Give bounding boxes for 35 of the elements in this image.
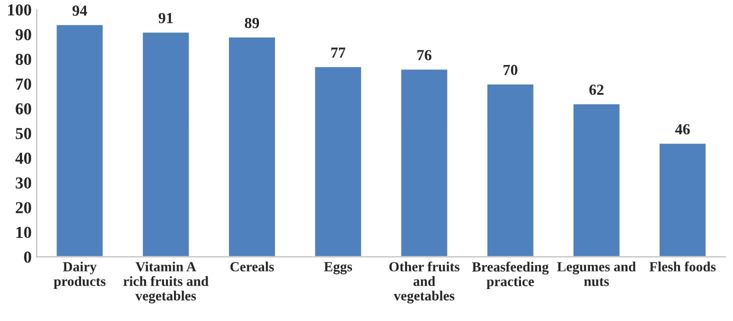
bar bbox=[228, 36, 276, 257]
bar bbox=[314, 66, 362, 257]
bar bbox=[486, 83, 535, 257]
y-tick-label: 0 bbox=[24, 252, 32, 263]
x-tick-label: Dairy products bbox=[54, 262, 106, 289]
bar bbox=[55, 24, 104, 257]
y-tick-label: 90 bbox=[16, 29, 32, 40]
bar bbox=[572, 102, 621, 257]
bar bbox=[658, 142, 707, 257]
y-tick-label: 50 bbox=[16, 128, 32, 140]
data-label: 77 bbox=[331, 48, 346, 58]
data-label: 70 bbox=[504, 64, 518, 76]
y-tick-label: 80 bbox=[16, 54, 32, 66]
x-tick-label: Eggs bbox=[324, 262, 352, 274]
y-tick-label: 60 bbox=[16, 103, 32, 114]
x-tick-label: Vitamin A rich fruits and vegetables bbox=[123, 262, 209, 304]
y-tick-label: 20 bbox=[16, 202, 32, 214]
data-label: 62 bbox=[589, 84, 604, 95]
bar bbox=[400, 68, 449, 257]
x-tick-label: Cereals bbox=[230, 262, 274, 272]
y-tick-label: 30 bbox=[16, 177, 32, 189]
y-tick-label: 100 bbox=[8, 4, 32, 16]
y-tick-label: 40 bbox=[15, 152, 32, 164]
data-label: 89 bbox=[244, 18, 260, 28]
data-label: 91 bbox=[158, 12, 173, 24]
y-tick-label: 10 bbox=[16, 226, 32, 238]
x-tick-label: Legumes and nuts bbox=[557, 262, 636, 286]
x-tick-label: Flesh foods bbox=[649, 262, 716, 272]
data-label: 46 bbox=[675, 124, 690, 134]
x-tick-label: Breasfeeding practice bbox=[472, 262, 549, 290]
data-label: 94 bbox=[72, 6, 88, 16]
y-tick-label: 70 bbox=[16, 78, 32, 90]
data-label: 76 bbox=[417, 50, 432, 60]
x-tick-label: Other fruits and vegetables bbox=[389, 262, 460, 304]
bar bbox=[141, 31, 190, 257]
